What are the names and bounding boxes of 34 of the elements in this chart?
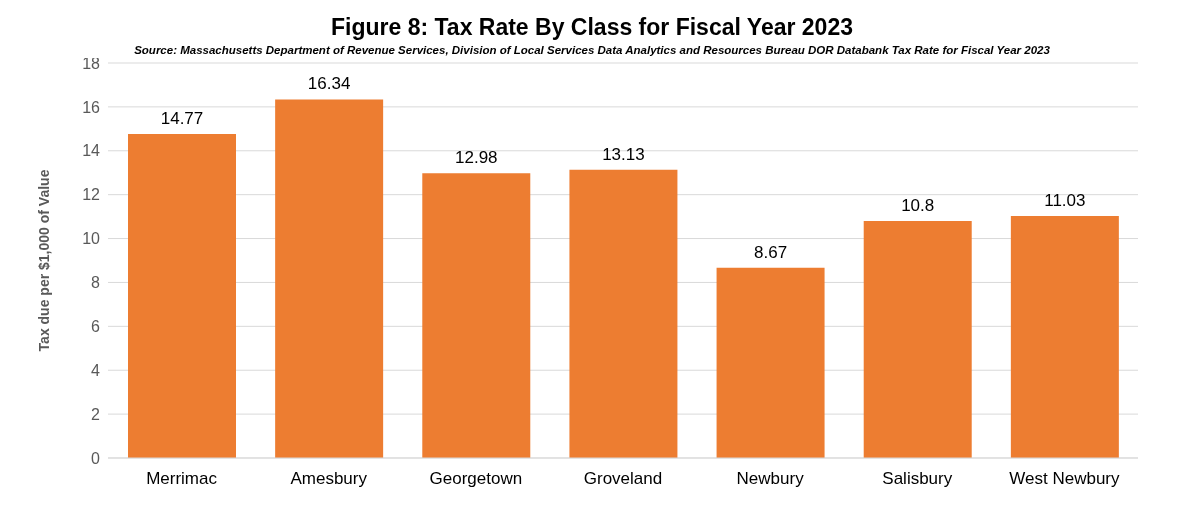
y-tick-label: 10 [82, 230, 101, 248]
x-tick-label: Georgetown [429, 469, 523, 489]
y-tick-label: 4 [91, 361, 101, 379]
x-tick-label: Groveland [583, 469, 663, 489]
y-tick-label: 16 [82, 98, 101, 116]
bar [275, 99, 384, 458]
bar [1010, 215, 1119, 458]
data-label: 12.98 [455, 148, 498, 168]
bar [569, 169, 678, 458]
x-tick-label: West Newbury [1009, 469, 1121, 489]
bar [716, 267, 825, 458]
y-tick-label: 12 [82, 186, 101, 204]
data-label: 14.77 [160, 108, 204, 128]
chart-title: Figure 8: Tax Rate By Class for Fiscal Year 2023 [330, 14, 854, 41]
bar [422, 173, 531, 458]
y-tick-label: 14 [82, 142, 101, 160]
x-tick-label: Amesbury [290, 469, 368, 489]
y-tick-label: 0 [91, 449, 101, 467]
y-tick-label: 18 [82, 54, 101, 72]
data-label: 8.67 [754, 242, 788, 262]
y-tick-label: 6 [91, 318, 101, 336]
data-label: 16.34 [307, 74, 351, 94]
x-tick-label: Merrimac [146, 469, 218, 489]
bar [863, 221, 972, 458]
data-label: 13.13 [602, 144, 645, 164]
x-tick-label: Salisbury [882, 469, 953, 489]
x-tick-label: Newbury [736, 469, 805, 489]
y-tick-label: 2 [91, 405, 101, 423]
y-tick-label: 8 [91, 274, 101, 292]
y-axis-title: Tax due per $1,000 of Value [35, 169, 52, 352]
bar [128, 133, 236, 458]
data-label: 10.8 [901, 196, 935, 215]
data-label: 11.03 [1044, 190, 1086, 210]
chart-subtitle: Source: Massachusetts Department of Revenue Services, Division of Local Services Data Analytics and Resources Bureau DOR Databank Tax Rate for Fiscal Year 2023 [133, 43, 1051, 58]
